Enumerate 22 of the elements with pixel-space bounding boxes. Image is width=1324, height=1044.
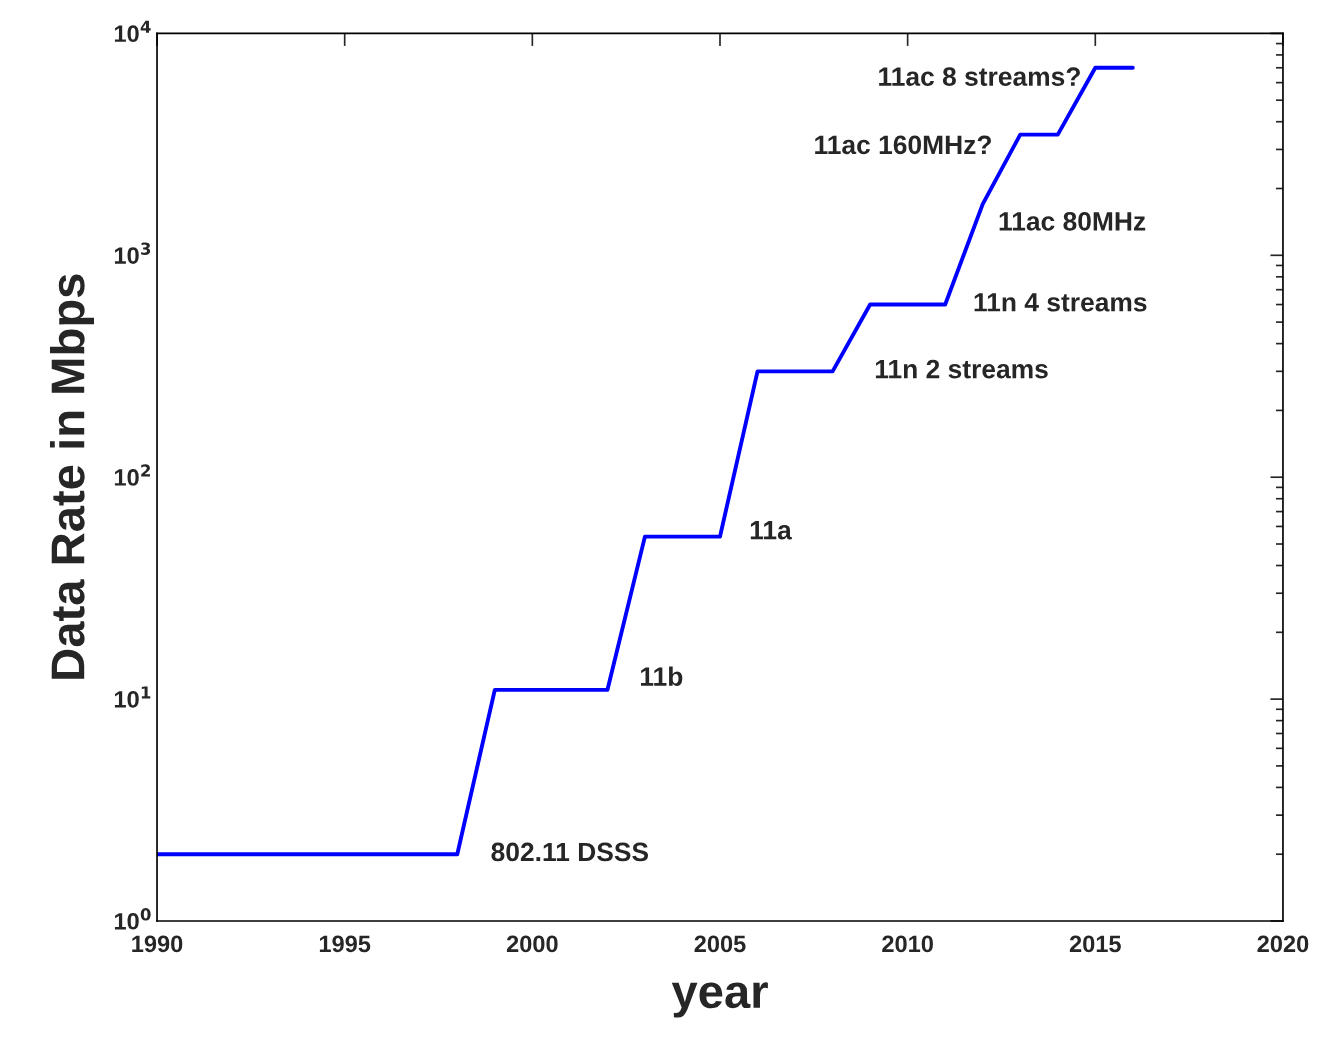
annotation: 11ac 80MHz [999,212,1146,231]
annotation: 11b [641,666,683,686]
y-tick-label: 10$^{3}$ [114,242,151,264]
annotation: 11ac 8 streams? [879,67,1080,86]
annotation: 802.11 DSSS [491,842,649,862]
y-tick-label: 10$^{2}$ [114,464,150,486]
x-tick-label: 2020 [1257,935,1309,953]
y-tick-label: 10$^{0}$ [114,908,151,930]
x-tick-label: 1990 [132,935,183,953]
x-tick-label: 1995 [319,935,371,953]
x-tick-label: 2005 [694,935,746,953]
annotation: 11a [750,521,792,540]
x-tick-label: 2000 [506,935,558,953]
annotation: 11ac 160MHz? [815,135,991,155]
y-tick-label: 10$^{4}$ [114,20,151,43]
annotation: 11n 2 streams [875,359,1048,379]
y-axis-title: Data Rate in Mbps [49,274,94,679]
y-tick-label: 10$^{1}$ [114,686,151,708]
x-tick-label: 2010 [882,935,933,953]
x-tick-label: 2015 [1069,935,1121,953]
x-axis-title: year [671,982,768,1018]
annotation: 11n 4 streams [974,293,1147,312]
